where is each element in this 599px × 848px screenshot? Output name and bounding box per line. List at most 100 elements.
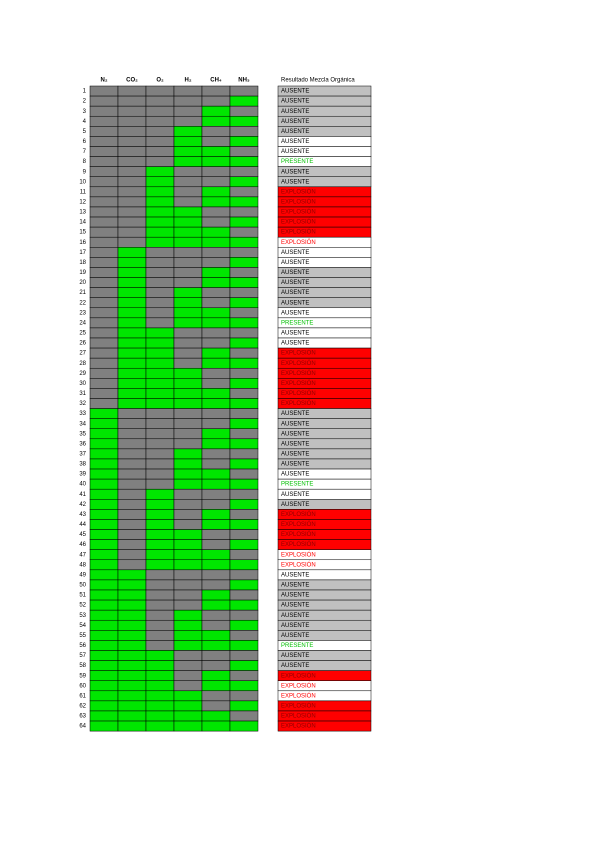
gas-cell — [117, 640, 147, 651]
gas-cell — [201, 307, 231, 319]
result-text: EXPLOSIÓN — [281, 360, 316, 367]
gas-cell — [117, 519, 147, 530]
gas-cell — [117, 599, 147, 611]
gas-cell — [89, 680, 119, 692]
gas-cell — [201, 146, 231, 157]
result-text: AUSENTE — [281, 119, 309, 125]
gas-cell — [117, 408, 147, 419]
gas-cell — [145, 367, 175, 379]
gas-cell — [201, 690, 231, 702]
gas-cell — [229, 720, 259, 732]
gas-cell — [229, 347, 259, 359]
gas-cell — [229, 267, 259, 278]
result-text: EXPLOSIÓN — [281, 370, 316, 377]
row-number: 27 — [79, 351, 86, 357]
row-number: 40 — [79, 482, 86, 488]
gas-cell — [117, 347, 147, 359]
gas-cell — [117, 317, 147, 329]
result-text: EXPLOSIÓN — [281, 531, 316, 538]
gas-cell — [145, 519, 175, 530]
gas-cell — [201, 247, 231, 258]
gas-cell — [145, 105, 175, 117]
gas-cell — [229, 317, 259, 329]
result-text: EXPLOSIÓN — [281, 561, 316, 568]
gas-cell — [117, 458, 147, 470]
gas-cell — [145, 599, 175, 611]
result-text: AUSENTE — [281, 169, 309, 175]
gas-cell — [117, 388, 147, 399]
gas-cell — [117, 488, 147, 500]
gas-cell — [117, 257, 147, 268]
gas-cell — [229, 559, 259, 571]
gas-cell — [117, 156, 147, 167]
gas-cell — [229, 509, 259, 520]
gas-cell — [173, 307, 203, 319]
result-text: EXPLOSIÓN — [281, 692, 316, 699]
gas-cell — [201, 640, 231, 651]
gas-cell — [145, 327, 175, 339]
gas-cell — [173, 579, 203, 591]
gas-cell — [173, 408, 203, 419]
gas-cell — [89, 146, 119, 157]
gas-cell — [117, 448, 147, 460]
result-text: AUSENTE — [281, 260, 309, 266]
gas-cell — [229, 408, 259, 419]
gas-cell — [117, 267, 147, 278]
gas-cell — [145, 438, 175, 450]
row-number: 35 — [79, 431, 86, 437]
result-text: PRESENTE — [281, 159, 313, 165]
gas-cell — [89, 569, 119, 581]
gas-cell — [89, 478, 119, 490]
result-text: PRESENTE — [281, 320, 313, 326]
row-number: 31 — [79, 391, 86, 397]
gas-cell — [145, 297, 175, 309]
gas-cell — [145, 630, 175, 641]
gas-cell — [89, 105, 119, 117]
gas-cell — [229, 468, 259, 480]
row-number: 20 — [79, 280, 86, 286]
row-number: 5 — [83, 129, 87, 135]
result-text: AUSENTE — [281, 492, 309, 498]
gas-cell — [173, 478, 203, 490]
gas-cell — [117, 670, 147, 681]
row-number: 43 — [79, 512, 86, 518]
gas-cell — [117, 609, 147, 621]
gas-cell — [173, 398, 203, 409]
gas-cell — [229, 418, 259, 429]
result-text: EXPLOSIÓN — [281, 239, 316, 246]
result-text: EXPLOSIÓN — [281, 521, 316, 528]
gas-cell — [117, 529, 147, 540]
row-number: 50 — [79, 583, 86, 589]
result-text: AUSENTE — [281, 441, 309, 447]
gas-cell — [229, 277, 259, 288]
gas-cell — [229, 599, 259, 611]
gas-cell — [89, 176, 119, 188]
row-number: 9 — [83, 169, 87, 175]
row-number: 10 — [79, 179, 86, 185]
row-number: 58 — [79, 663, 86, 669]
gas-cell — [89, 307, 119, 319]
gas-cell — [229, 115, 259, 127]
gas-cell — [173, 670, 203, 681]
gas-cell — [89, 186, 119, 198]
gas-cell — [201, 257, 231, 268]
gas-cell — [173, 367, 203, 379]
gas-cell — [173, 700, 203, 712]
gas-cell — [201, 136, 231, 147]
gas-cell — [229, 236, 259, 248]
gas-cell — [229, 619, 259, 631]
gas-cell — [89, 519, 119, 530]
gas-cell — [89, 438, 119, 450]
gas-cell — [89, 95, 119, 107]
gas-cell — [201, 428, 231, 440]
gas-cell — [173, 277, 203, 288]
row-number: 18 — [79, 260, 86, 266]
gas-cell — [173, 226, 203, 238]
row-number: 34 — [79, 421, 86, 427]
gas-cell — [89, 499, 119, 510]
row-number: 49 — [79, 572, 86, 578]
gas-cell — [117, 428, 147, 440]
row-number: 59 — [79, 673, 86, 679]
row-number: 61 — [79, 693, 86, 699]
